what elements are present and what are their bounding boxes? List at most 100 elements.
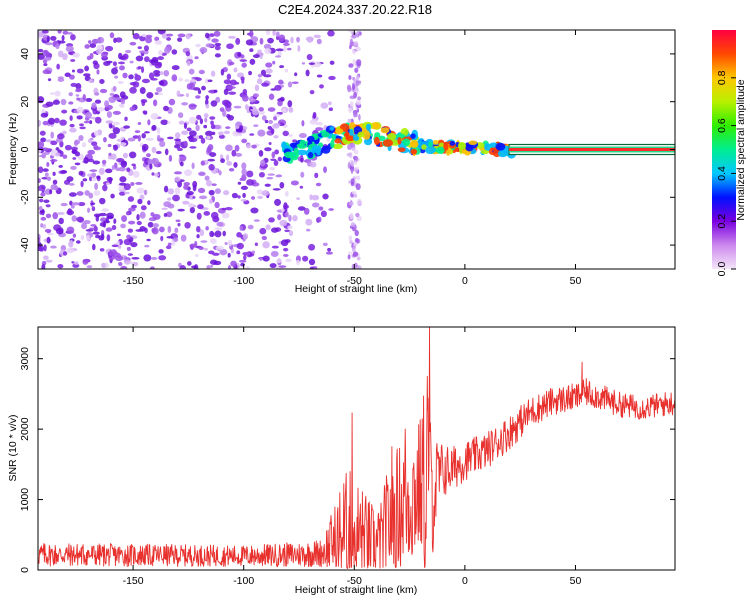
noise-speckle bbox=[123, 259, 131, 265]
noise-speckle bbox=[259, 227, 267, 235]
noise-speckle bbox=[94, 182, 99, 191]
noise-speckle bbox=[93, 190, 101, 196]
noise-speckle bbox=[52, 99, 60, 105]
signal-blob bbox=[397, 147, 406, 153]
noise-speckle bbox=[167, 136, 174, 140]
noise-speckle bbox=[249, 133, 255, 136]
signal-blob bbox=[484, 143, 491, 152]
snr-x-label: Height of straight line (km) bbox=[295, 584, 418, 596]
noise-speckle bbox=[117, 245, 122, 249]
noise-speckle bbox=[260, 159, 266, 167]
noise-speckle bbox=[52, 171, 56, 176]
noise-speckle bbox=[137, 122, 142, 126]
signal-blob bbox=[428, 141, 433, 148]
noise-speckle bbox=[318, 206, 324, 211]
noise-speckle bbox=[275, 258, 282, 264]
noise-speckle bbox=[113, 144, 118, 151]
noise-speckle bbox=[149, 163, 153, 170]
noise-speckle bbox=[96, 175, 101, 179]
noise-speckle bbox=[239, 226, 243, 231]
noise-speckle bbox=[141, 132, 146, 139]
noise-speckle bbox=[150, 256, 158, 260]
noise-speckle bbox=[76, 216, 85, 223]
y-tick-label: 2000 bbox=[19, 417, 31, 441]
noise-speckle bbox=[46, 236, 51, 244]
noise-speckle bbox=[257, 195, 264, 200]
noise-speckle bbox=[75, 94, 80, 97]
noise-speckle bbox=[168, 98, 176, 106]
noise-speckle bbox=[248, 70, 253, 76]
noise-speckle bbox=[184, 169, 193, 177]
noise-speckle bbox=[320, 210, 327, 218]
noise-speckle bbox=[258, 107, 264, 112]
noise-speckle bbox=[263, 43, 272, 50]
noise-speckle bbox=[254, 242, 258, 247]
signal-blob bbox=[395, 133, 406, 139]
noise-speckle bbox=[288, 214, 292, 222]
noise-speckle bbox=[129, 41, 137, 46]
noise-speckle bbox=[210, 70, 216, 77]
noise-speckle bbox=[93, 225, 98, 232]
noise-speckle bbox=[69, 123, 75, 128]
noise-speckle bbox=[313, 61, 322, 68]
noise-speckle bbox=[55, 152, 61, 157]
noise-speckle bbox=[287, 100, 293, 108]
noise-speckle bbox=[76, 106, 84, 114]
noise-speckle bbox=[288, 133, 293, 137]
noise-speckle bbox=[39, 130, 46, 136]
noise-speckle bbox=[172, 194, 180, 202]
noise-speckle bbox=[108, 132, 117, 139]
noise-speckle bbox=[261, 235, 268, 241]
noise-speckle bbox=[44, 172, 49, 177]
noise-speckle bbox=[41, 30, 49, 34]
noise-speckle bbox=[297, 206, 306, 211]
noise-speckle bbox=[168, 154, 173, 162]
noise-speckle bbox=[352, 251, 359, 257]
noise-speckle bbox=[234, 125, 240, 129]
noise-speckle bbox=[241, 162, 247, 170]
noise-speckle bbox=[279, 65, 284, 69]
noise-speckle bbox=[355, 99, 361, 106]
noise-speckle bbox=[178, 120, 185, 125]
noise-speckle bbox=[259, 53, 263, 60]
noise-speckle bbox=[279, 181, 285, 189]
noise-speckle bbox=[329, 60, 335, 65]
noise-speckle bbox=[197, 187, 206, 194]
noise-speckle bbox=[251, 250, 256, 254]
noise-speckle bbox=[325, 251, 333, 255]
noise-speckle bbox=[234, 81, 240, 85]
noise-speckle bbox=[301, 62, 306, 65]
noise-speckle bbox=[77, 202, 86, 207]
noise-speckle bbox=[82, 258, 89, 265]
noise-speckle bbox=[210, 259, 218, 265]
noise-speckle bbox=[186, 191, 194, 196]
noise-speckle bbox=[276, 31, 280, 38]
x-tick-label: -50 bbox=[347, 275, 362, 287]
noise-speckle bbox=[235, 152, 243, 157]
noise-speckle bbox=[188, 116, 197, 124]
noise-speckle bbox=[253, 93, 260, 98]
noise-speckle bbox=[241, 138, 248, 144]
noise-speckle bbox=[181, 102, 189, 106]
noise-speckle bbox=[42, 49, 50, 57]
noise-speckle bbox=[288, 230, 294, 237]
spectrogram-y-axis: -40 -20 0 20 40 bbox=[19, 48, 675, 253]
noise-speckle bbox=[137, 66, 142, 70]
noise-speckle bbox=[87, 207, 91, 213]
noise-speckle bbox=[87, 138, 93, 144]
noise-speckle bbox=[355, 183, 361, 191]
noise-speckle bbox=[261, 115, 267, 121]
noise-speckle bbox=[208, 199, 213, 204]
noise-speckle bbox=[213, 89, 218, 93]
noise-speckle bbox=[267, 126, 272, 130]
noise-speckle bbox=[311, 202, 320, 208]
noise-speckle bbox=[268, 142, 272, 146]
noise-speckle bbox=[273, 135, 279, 139]
noise-speckle bbox=[183, 181, 190, 186]
noise-speckle bbox=[128, 74, 134, 80]
noise-speckle bbox=[70, 165, 77, 170]
noise-speckle bbox=[102, 221, 106, 228]
signal-blob bbox=[369, 122, 381, 130]
noise-speckle bbox=[66, 209, 75, 216]
noise-speckle bbox=[101, 51, 108, 59]
